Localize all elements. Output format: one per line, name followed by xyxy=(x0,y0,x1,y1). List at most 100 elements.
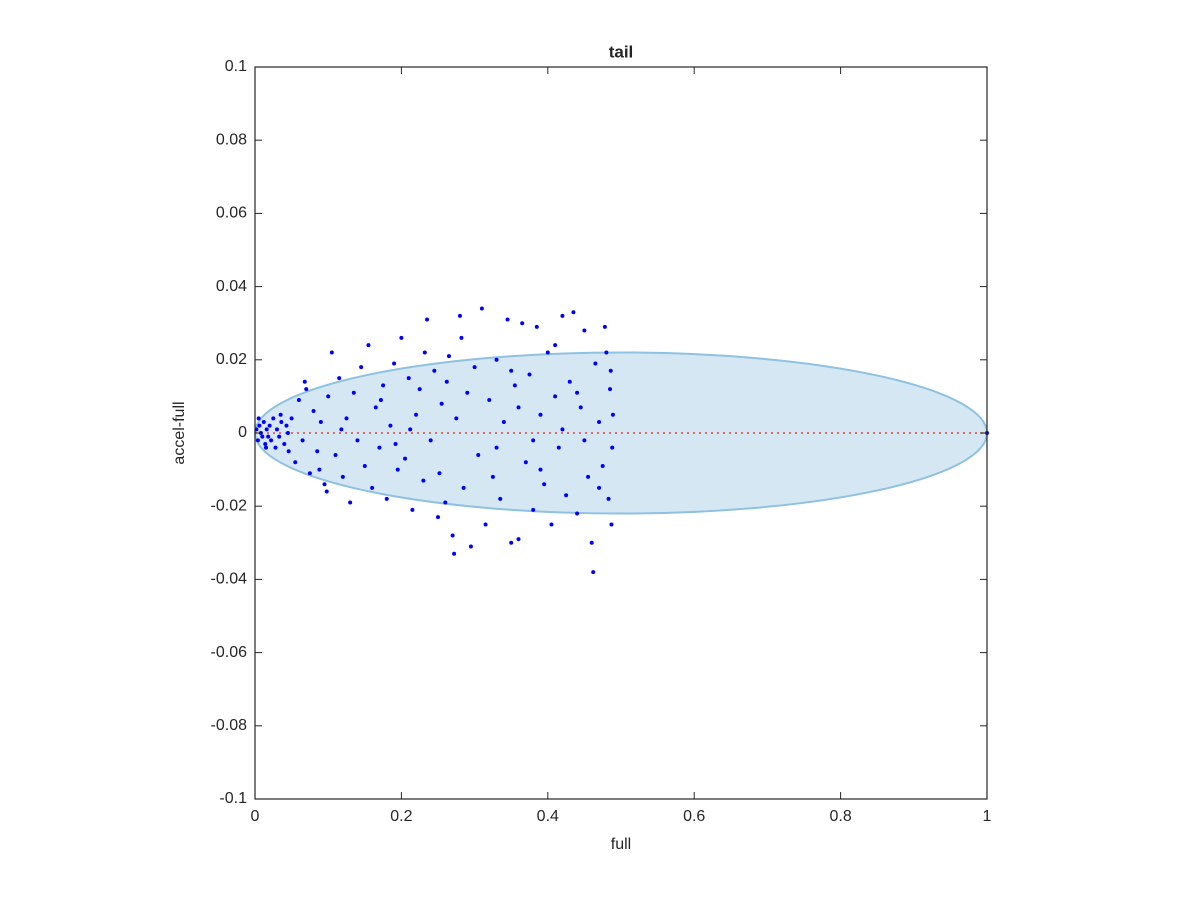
scatter-point xyxy=(315,449,320,454)
scatter-point xyxy=(255,438,260,443)
scatter-point xyxy=(531,438,536,443)
y-tick-label: 0 xyxy=(238,424,247,441)
scatter-point xyxy=(293,460,298,465)
scatter-point xyxy=(408,427,413,432)
scatter-point xyxy=(378,398,383,403)
scatter-point xyxy=(264,427,269,432)
y-axis-label: accel-full xyxy=(171,401,188,464)
scatter-point xyxy=(432,368,437,373)
scatter-point xyxy=(505,317,510,322)
scatter-point xyxy=(538,467,543,472)
scatter-point xyxy=(377,445,382,450)
scatter-point xyxy=(610,445,615,450)
scatter-point xyxy=(542,482,547,487)
scatter-point xyxy=(490,474,495,479)
scatter-point xyxy=(444,379,449,384)
y-tick-label: -0.02 xyxy=(211,497,248,514)
scatter-point xyxy=(553,343,558,348)
y-tick-label: 0.04 xyxy=(216,278,247,295)
scatter-point xyxy=(322,482,327,487)
scatter-point xyxy=(600,463,605,468)
scatter-point xyxy=(324,489,329,494)
scatter-point xyxy=(545,350,550,355)
scatter-point xyxy=(355,438,360,443)
scatter-point xyxy=(296,398,301,403)
scatter-point xyxy=(263,441,268,446)
scatter-point xyxy=(454,416,459,421)
scatter-point xyxy=(483,522,488,527)
scatter-point xyxy=(278,412,283,417)
scatter-point xyxy=(567,379,572,384)
scatter-point xyxy=(509,368,514,373)
scatter-point xyxy=(509,540,514,545)
scatter-point xyxy=(373,405,378,410)
scatter-point xyxy=(465,390,470,395)
scatter-point xyxy=(443,500,448,505)
scatter-point xyxy=(348,500,353,505)
x-tick-label: 0 xyxy=(251,808,260,825)
scatter-point xyxy=(606,496,611,501)
scatter-point xyxy=(610,412,615,417)
scatter-point xyxy=(556,445,561,450)
scatter-point xyxy=(266,434,271,439)
scatter-point xyxy=(351,390,356,395)
scatter-point xyxy=(282,441,287,446)
scatter-point xyxy=(512,383,517,388)
scatter-point xyxy=(271,416,276,421)
scatter-point xyxy=(260,434,265,439)
scatter-point xyxy=(410,507,415,512)
x-tick-label: 1 xyxy=(983,808,992,825)
scatter-point xyxy=(381,383,386,388)
scatter-point xyxy=(417,387,422,392)
scatter-point xyxy=(421,478,426,483)
scatter-point xyxy=(344,416,349,421)
scatter-point xyxy=(399,335,404,340)
scatter-point xyxy=(366,343,371,348)
scatter-point xyxy=(531,507,536,512)
scatter-point xyxy=(284,423,289,428)
scatter-point xyxy=(516,537,521,542)
scatter-point xyxy=(436,515,440,520)
scatter-point xyxy=(446,354,451,359)
scatter-point xyxy=(274,427,279,432)
scatter-point xyxy=(527,372,532,377)
scatter-point xyxy=(359,365,364,370)
x-axis-label: full xyxy=(611,836,631,853)
scatter-point xyxy=(289,416,294,421)
scatter-point xyxy=(575,511,580,516)
scatter-point xyxy=(501,420,506,425)
scatter-point xyxy=(498,496,503,501)
scatter-point xyxy=(520,321,525,326)
scatter-point xyxy=(604,350,609,355)
scatter-point xyxy=(575,390,580,395)
scatter-point xyxy=(337,376,342,381)
scatter-point xyxy=(286,449,291,454)
scatter-point xyxy=(307,471,312,476)
scatter-point xyxy=(403,456,408,461)
scatter-point xyxy=(608,368,613,373)
scatter-point xyxy=(439,401,444,406)
scatter-point xyxy=(560,427,565,432)
scatter-point xyxy=(549,522,554,527)
scatter-point xyxy=(384,496,389,501)
x-tick-label: 0.2 xyxy=(390,808,412,825)
x-tick-label: 0.4 xyxy=(537,808,559,825)
scatter-point xyxy=(608,387,613,392)
scatter-point xyxy=(472,365,477,370)
scatter-point xyxy=(422,350,427,355)
scatter-point xyxy=(269,438,274,443)
scatter-point xyxy=(318,420,323,425)
scatter-point xyxy=(461,485,466,490)
y-tick-label: -0.04 xyxy=(211,571,248,588)
scatter-point xyxy=(256,416,261,421)
scatter-point xyxy=(437,471,442,476)
scatter-point xyxy=(257,423,262,428)
scatter-point xyxy=(487,398,492,403)
y-tick-label: -0.06 xyxy=(211,644,248,661)
scatter-point xyxy=(392,361,397,366)
scatter-point xyxy=(300,438,305,443)
scatter-point xyxy=(560,313,565,318)
scatter-point xyxy=(267,423,272,428)
scatter-point xyxy=(406,376,411,381)
